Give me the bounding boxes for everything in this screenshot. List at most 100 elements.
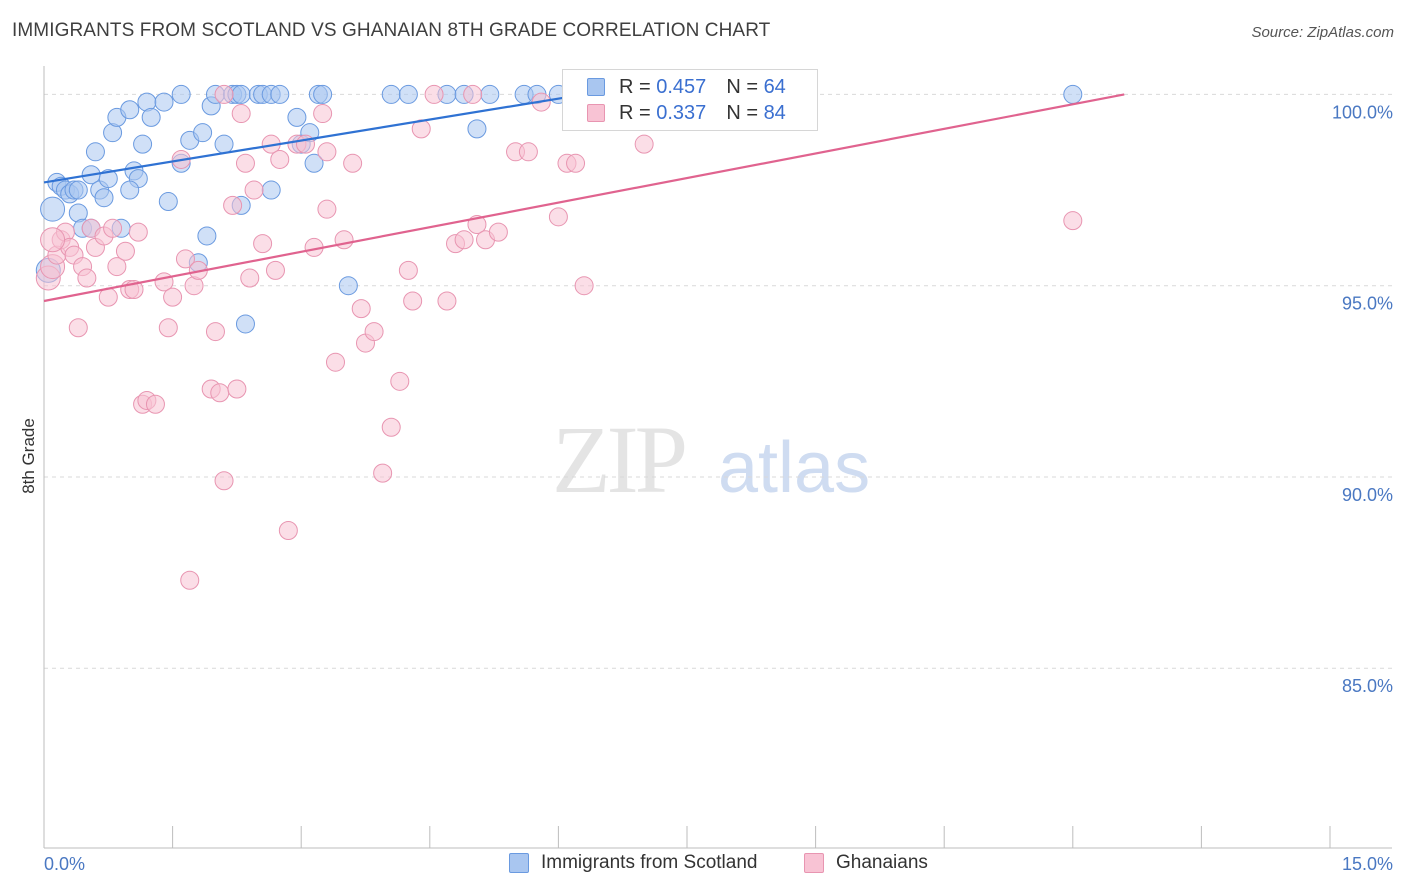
scotland-point bbox=[133, 134, 153, 154]
ghanaians-point bbox=[231, 104, 251, 124]
scotland-point bbox=[197, 226, 217, 246]
correlation-legend: R = 0.457 N = 64 R = 0.337 N = 84 bbox=[562, 69, 818, 131]
ghanaians-point bbox=[103, 218, 123, 238]
ghanaians-point bbox=[175, 249, 195, 269]
scotland-point bbox=[94, 188, 114, 208]
ghanaians-point bbox=[240, 268, 260, 288]
series-swatch-scotland bbox=[509, 853, 529, 873]
x-tick-label: 0.0% bbox=[44, 854, 85, 874]
legend-n-label: N = bbox=[726, 101, 758, 124]
scotland-point bbox=[193, 123, 213, 143]
axes bbox=[43, 66, 1392, 849]
ghanaians-point bbox=[343, 153, 363, 173]
ghanaians-point bbox=[373, 463, 393, 483]
data-points bbox=[35, 84, 1083, 590]
scotland-point bbox=[235, 314, 255, 334]
ghanaians-point bbox=[163, 287, 183, 307]
series-legend-scotland[interactable]: Immigrants from Scotland bbox=[509, 852, 757, 874]
ghanaians-point bbox=[351, 299, 371, 319]
ghanaians-point bbox=[40, 227, 66, 253]
legend-row-ghanaians: R = 0.337 N = 84 bbox=[587, 100, 786, 126]
series-swatch-ghanaians bbox=[804, 853, 824, 873]
scotland-point bbox=[270, 84, 290, 104]
scotland-point bbox=[261, 180, 281, 200]
ghanaians-point bbox=[317, 142, 337, 162]
legend-n-value: 84 bbox=[763, 101, 786, 124]
scotland-point bbox=[214, 134, 234, 154]
scotland-point bbox=[141, 107, 161, 127]
scotland-point bbox=[171, 84, 191, 104]
ghanaians-point bbox=[145, 394, 165, 414]
y-tick-label: 90.0% bbox=[1342, 485, 1393, 505]
series-legend-ghanaians[interactable]: Ghanaians bbox=[804, 852, 928, 874]
legend-swatch-ghanaians bbox=[587, 104, 605, 122]
scotland-point bbox=[85, 142, 105, 162]
ghanaians-point bbox=[128, 222, 148, 242]
legend-swatch-scotland bbox=[587, 78, 605, 96]
ghanaians-point bbox=[463, 84, 483, 104]
legend-r-label: R = bbox=[619, 75, 651, 98]
ghanaians-point bbox=[68, 318, 88, 338]
scotland-point bbox=[158, 192, 178, 212]
ghanaians-point bbox=[313, 104, 333, 124]
ghanaians-point bbox=[398, 260, 418, 280]
ghanaians-point bbox=[107, 257, 127, 277]
y-tick-label: 95.0% bbox=[1342, 294, 1393, 314]
ghanaians-point bbox=[574, 276, 594, 296]
ghanaians-point bbox=[437, 291, 457, 311]
scotland-point bbox=[338, 276, 358, 296]
series-label-ghanaians: Ghanaians bbox=[836, 852, 928, 873]
ghanaians-point bbox=[235, 153, 255, 173]
ghanaians-point bbox=[265, 260, 285, 280]
ghanaians-point bbox=[317, 199, 337, 219]
scotland-point bbox=[68, 180, 88, 200]
ghanaians-point bbox=[115, 241, 135, 261]
ghanaians-point bbox=[381, 417, 401, 437]
legend-r-label: R = bbox=[619, 101, 651, 124]
ghanaians-point bbox=[158, 318, 178, 338]
ghanaians-point bbox=[214, 84, 234, 104]
legend-r-value: 0.337 bbox=[656, 101, 707, 124]
scotland-point bbox=[1063, 84, 1083, 104]
ghanaians-point bbox=[548, 207, 568, 227]
scotland-point bbox=[287, 107, 307, 127]
ghanaians-point bbox=[390, 371, 410, 391]
ghanaians-point bbox=[244, 180, 264, 200]
watermark: ZIP atlas bbox=[552, 406, 870, 513]
legend-row-scotland: R = 0.457 N = 64 bbox=[587, 74, 786, 100]
ghanaians-point bbox=[518, 142, 538, 162]
watermark-zip: ZIP bbox=[552, 406, 685, 513]
y-axis-title: 8th Grade bbox=[19, 418, 38, 494]
ghanaians-point bbox=[364, 322, 384, 342]
scotland-trend-line bbox=[43, 93, 585, 184]
ghanaians-point bbox=[180, 570, 200, 590]
ghanaians-point bbox=[223, 195, 243, 215]
scotland-point bbox=[381, 84, 401, 104]
trend-lines bbox=[43, 93, 1125, 303]
ghanaians-point bbox=[77, 268, 97, 288]
series-legend: Immigrants from Scotland Ghanaians bbox=[0, 852, 1406, 878]
ghanaians-point bbox=[325, 352, 345, 372]
ghanaians-point bbox=[278, 521, 298, 541]
source-note: Source: ZipAtlas.com bbox=[1251, 24, 1394, 41]
gridlines bbox=[44, 93, 1392, 669]
ghanaians-point bbox=[210, 383, 230, 403]
scotland-point bbox=[120, 100, 140, 120]
y-tick-label: 85.0% bbox=[1342, 676, 1393, 696]
scotland-point bbox=[98, 169, 118, 189]
ghanaians-trend-line bbox=[43, 93, 1125, 303]
scotland-point bbox=[120, 180, 140, 200]
tick-labels: 100.0% 95.0% 90.0% 85.0% 0.0% 15.0% bbox=[44, 102, 1393, 874]
ghanaians-point bbox=[214, 471, 234, 491]
scotland-point bbox=[40, 196, 66, 222]
legend-n-value: 64 bbox=[763, 75, 786, 98]
ghanaians-point bbox=[1063, 211, 1083, 231]
ghanaians-point bbox=[454, 230, 474, 250]
scotland-point bbox=[154, 92, 174, 112]
scotland-point bbox=[480, 84, 500, 104]
watermark-atlas: atlas bbox=[718, 428, 870, 508]
ghanaians-point bbox=[403, 291, 423, 311]
ghanaians-point bbox=[566, 153, 586, 173]
ghanaians-point bbox=[334, 230, 354, 250]
